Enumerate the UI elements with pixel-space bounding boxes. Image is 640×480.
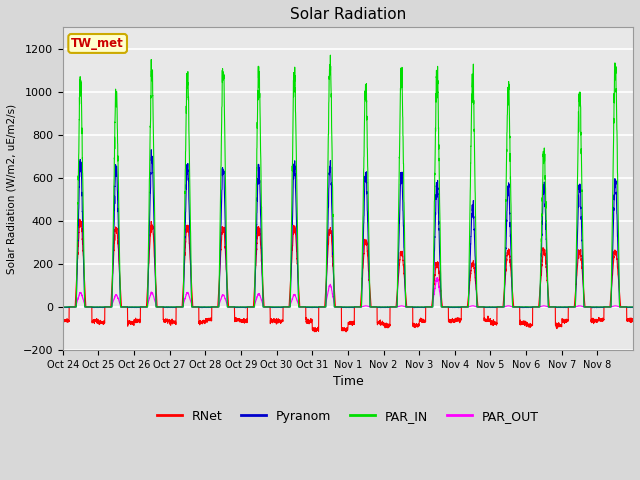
Pyranom bbox=[629, 305, 637, 311]
RNet bbox=[400, 271, 408, 276]
PAR_IN bbox=[177, 304, 185, 310]
RNet bbox=[532, 304, 540, 310]
PAR_OUT bbox=[59, 304, 67, 310]
Pyranom bbox=[177, 304, 185, 310]
Pyranom bbox=[369, 304, 377, 310]
Pyranom bbox=[400, 245, 408, 251]
RNet bbox=[547, 304, 555, 310]
PAR_OUT bbox=[629, 304, 637, 310]
Title: Solar Radiation: Solar Radiation bbox=[290, 7, 406, 22]
PAR_OUT bbox=[532, 304, 540, 310]
RNet bbox=[505, 246, 513, 252]
X-axis label: Time: Time bbox=[333, 375, 364, 388]
PAR_IN bbox=[629, 304, 637, 310]
PAR_OUT bbox=[369, 304, 377, 310]
Line: PAR_OUT: PAR_OUT bbox=[63, 277, 633, 307]
RNet bbox=[369, 304, 377, 310]
PAR_IN bbox=[532, 304, 540, 310]
RNet bbox=[59, 318, 67, 324]
Pyranom bbox=[505, 180, 513, 186]
Line: Pyranom: Pyranom bbox=[63, 150, 633, 308]
PAR_OUT bbox=[177, 304, 185, 310]
PAR_OUT bbox=[547, 304, 555, 310]
Pyranom bbox=[547, 304, 555, 310]
PAR_IN bbox=[400, 192, 408, 197]
PAR_OUT bbox=[505, 303, 513, 309]
RNet bbox=[177, 304, 185, 310]
PAR_IN bbox=[59, 304, 67, 310]
PAR_OUT bbox=[400, 303, 408, 309]
Legend: RNet, Pyranom, PAR_IN, PAR_OUT: RNet, Pyranom, PAR_IN, PAR_OUT bbox=[152, 405, 544, 428]
PAR_IN bbox=[369, 304, 377, 310]
Pyranom bbox=[59, 304, 67, 310]
Line: PAR_IN: PAR_IN bbox=[63, 55, 633, 307]
RNet bbox=[76, 216, 83, 222]
PAR_OUT bbox=[434, 275, 442, 280]
Text: TW_met: TW_met bbox=[71, 37, 124, 50]
Pyranom bbox=[241, 305, 249, 311]
RNet bbox=[342, 329, 350, 335]
RNet bbox=[629, 316, 637, 322]
Pyranom bbox=[532, 304, 540, 310]
PAR_IN bbox=[326, 52, 334, 58]
Line: RNet: RNet bbox=[63, 219, 633, 332]
PAR_IN bbox=[547, 304, 555, 310]
Pyranom bbox=[147, 147, 155, 153]
Y-axis label: Solar Radiation (W/m2, uE/m2/s): Solar Radiation (W/m2, uE/m2/s) bbox=[7, 104, 17, 274]
PAR_IN bbox=[505, 91, 513, 97]
